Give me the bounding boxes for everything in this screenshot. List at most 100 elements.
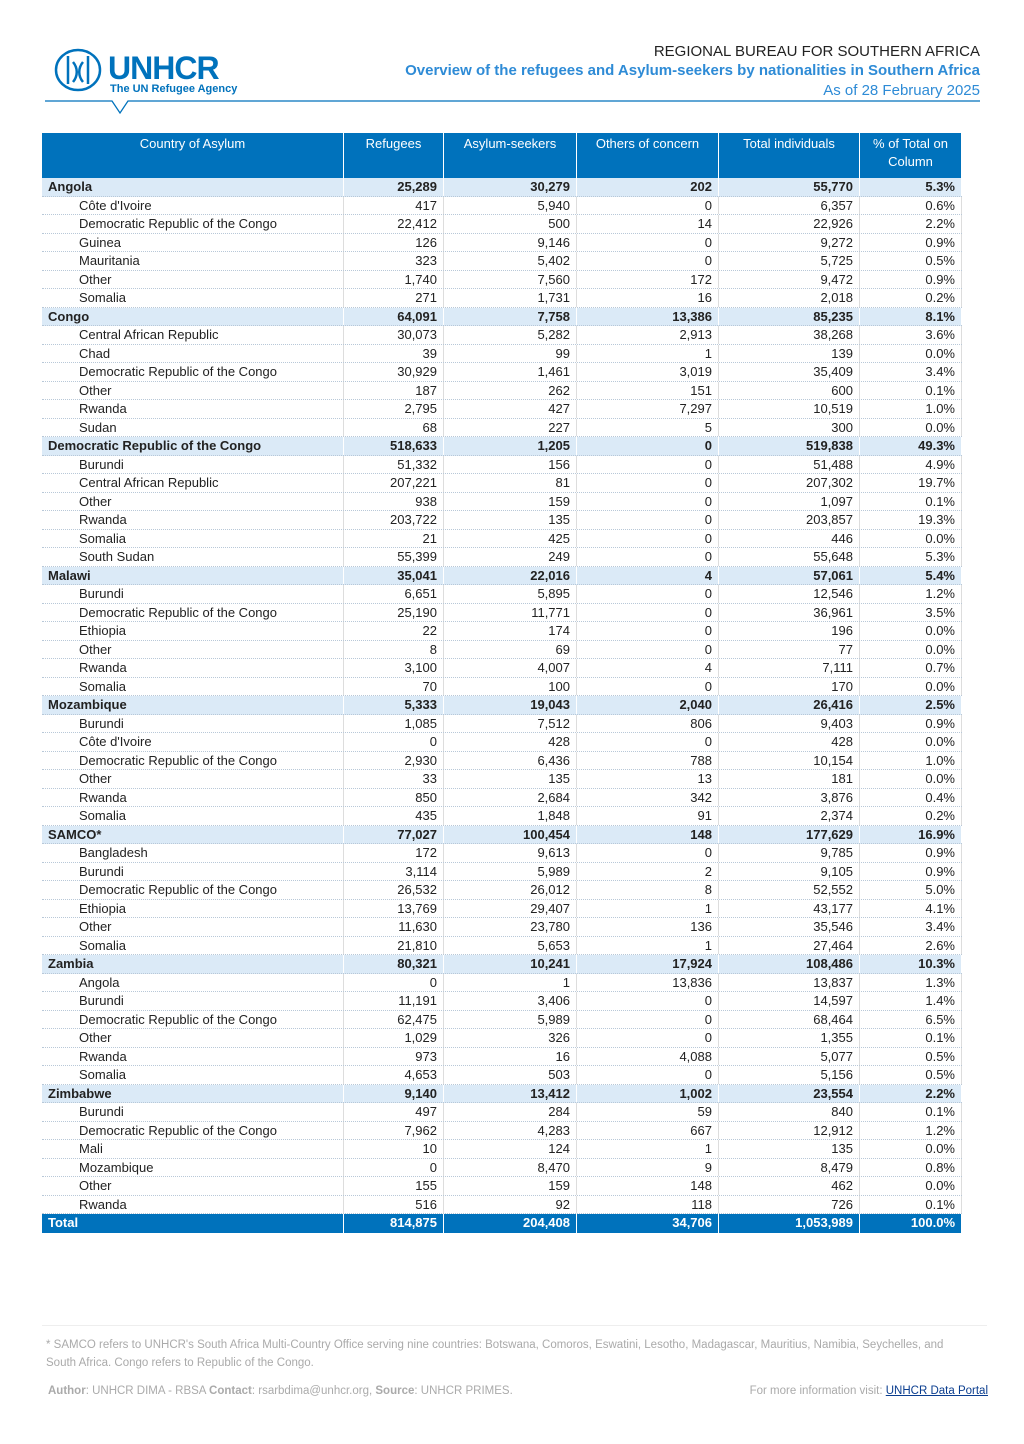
sub-row: Sudan 68 227 5 300 0.0% <box>42 418 962 437</box>
number-cell: 7,297 <box>577 400 719 418</box>
number-cell: 5.0% <box>860 881 962 899</box>
number-cell: 12,546 <box>719 585 860 603</box>
number-cell: 0 <box>577 455 719 473</box>
country-cell: Democratic Republic of the Congo <box>42 751 344 769</box>
sub-row: Rwanda 516 92 118 726 0.1% <box>42 1195 962 1214</box>
number-cell: 3.6% <box>860 326 962 344</box>
number-cell: 0.2% <box>860 807 962 825</box>
sub-row: Other 155 159 148 462 0.0% <box>42 1177 962 1196</box>
number-cell: 34,706 <box>577 1214 719 1233</box>
number-cell: 4,283 <box>444 1121 577 1139</box>
number-cell: 202 <box>577 178 719 196</box>
country-cell: Democratic Republic of the Congo <box>42 881 344 899</box>
number-cell: 172 <box>344 844 444 862</box>
number-cell: 11,630 <box>344 918 444 936</box>
number-cell: 1.3% <box>860 973 962 991</box>
number-cell: 13,769 <box>344 899 444 917</box>
number-cell: 1,731 <box>444 289 577 307</box>
group-row: Democratic Republic of the Congo 518,633 1… <box>42 437 962 456</box>
number-cell: 5,333 <box>344 696 444 714</box>
number-cell: 9,785 <box>719 844 860 862</box>
number-cell: 0.5% <box>860 252 962 270</box>
sub-row: Central African Republic 30,073 5,282 2,913… <box>42 326 962 345</box>
number-cell: 5,156 <box>719 1066 860 1084</box>
sub-row: Rwanda 2,795 427 7,297 10,519 1.0% <box>42 400 962 419</box>
number-cell: 1.0% <box>860 751 962 769</box>
country-cell: Angola <box>42 973 344 991</box>
number-cell: 4 <box>577 566 719 584</box>
sub-row: Chad 39 99 1 139 0.0% <box>42 344 962 363</box>
number-cell: 0.9% <box>860 233 962 251</box>
number-cell: 19,043 <box>444 696 577 714</box>
sub-row: Côte d'Ivoire 417 5,940 0 6,357 0.6% <box>42 196 962 215</box>
sub-row: Mozambique 0 8,470 9 8,479 0.8% <box>42 1158 962 1177</box>
number-cell: 1,085 <box>344 714 444 732</box>
number-cell: 13,412 <box>444 1084 577 1102</box>
number-cell: 8,470 <box>444 1158 577 1176</box>
number-cell: 0.0% <box>860 733 962 751</box>
number-cell: 0 <box>577 677 719 695</box>
number-cell: 1 <box>577 936 719 954</box>
sub-row: Democratic Republic of the Congo 22,412 50… <box>42 215 962 234</box>
sub-row: Democratic Republic of the Congo 26,532 26… <box>42 881 962 900</box>
country-cell: Guinea <box>42 233 344 251</box>
text: : UNHCR DIMA - RBSA <box>85 1385 206 1397</box>
number-cell: 177,629 <box>719 825 860 843</box>
sub-row: Somalia 435 1,848 91 2,374 0.2% <box>42 807 962 826</box>
sub-row: Burundi 11,191 3,406 0 14,597 1.4% <box>42 992 962 1011</box>
country-cell: Democratic Republic of the Congo <box>42 215 344 233</box>
number-cell: 446 <box>719 529 860 547</box>
number-cell: 4 <box>577 659 719 677</box>
number-cell: 35,409 <box>719 363 860 381</box>
number-cell: 1,029 <box>344 1029 444 1047</box>
number-cell: 0.0% <box>860 677 962 695</box>
logo-text: UNHCR <box>108 50 220 86</box>
number-cell: 0.1% <box>860 1103 962 1121</box>
number-cell: 0 <box>577 252 719 270</box>
country-cell: Other <box>42 640 344 658</box>
country-cell: Burundi <box>42 585 344 603</box>
number-cell: 126 <box>344 233 444 251</box>
number-cell: 0.4% <box>860 788 962 806</box>
logo-tagline: The UN Refugee Agency <box>110 83 238 95</box>
number-cell: 124 <box>444 1140 577 1158</box>
number-cell: 0.9% <box>860 270 962 288</box>
portal-link[interactable]: UNHCR Data Portal <box>885 1385 988 1397</box>
number-cell: 27,464 <box>719 936 860 954</box>
number-cell: 425 <box>444 529 577 547</box>
sub-row: South Sudan 55,399 249 0 55,648 5.3% <box>42 548 962 567</box>
number-cell: 16 <box>444 1047 577 1065</box>
number-cell: 9 <box>577 1158 719 1176</box>
number-cell: 0 <box>577 1029 719 1047</box>
country-cell: Burundi <box>42 455 344 473</box>
country-cell: Mozambique <box>42 696 344 714</box>
sub-row: Democratic Republic of the Congo 25,190 11… <box>42 603 962 622</box>
group-row: Zimbabwe 9,140 13,412 1,002 23,554 2.2% <box>42 1084 962 1103</box>
number-cell: 135 <box>444 511 577 529</box>
number-cell: 207,302 <box>719 474 860 492</box>
sub-row: Other 938 159 0 1,097 0.1% <box>42 492 962 511</box>
number-cell: 2,018 <box>719 289 860 307</box>
number-cell: 159 <box>444 492 577 510</box>
number-cell: 80,321 <box>344 955 444 973</box>
number-cell: 136 <box>577 918 719 936</box>
number-cell: 973 <box>344 1047 444 1065</box>
number-cell: 81 <box>444 474 577 492</box>
number-cell: 69 <box>444 640 577 658</box>
number-cell: 0 <box>577 437 719 455</box>
number-cell: 12,912 <box>719 1121 860 1139</box>
title: Overview of the refugees and Asylum-seek… <box>405 62 980 79</box>
number-cell: 9,472 <box>719 270 860 288</box>
number-cell: 77 <box>719 640 860 658</box>
country-cell: Central African Republic <box>42 326 344 344</box>
number-cell: 1,097 <box>719 492 860 510</box>
country-cell: Other <box>42 918 344 936</box>
number-cell: 5,895 <box>444 585 577 603</box>
sub-row: Burundi 51,332 156 0 51,488 4.9% <box>42 455 962 474</box>
number-cell: 2.5% <box>860 696 962 714</box>
number-cell: 0 <box>344 1158 444 1176</box>
country-cell: Côte d'Ivoire <box>42 196 344 214</box>
label: Author <box>48 1385 86 1397</box>
number-cell: 14,597 <box>719 992 860 1010</box>
number-cell: 7,962 <box>344 1121 444 1139</box>
